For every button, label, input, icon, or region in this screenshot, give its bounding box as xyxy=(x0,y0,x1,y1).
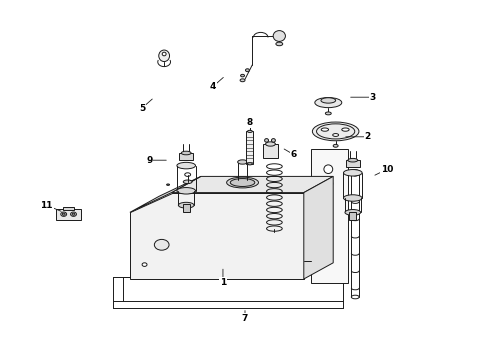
Polygon shape xyxy=(304,176,333,279)
Text: 7: 7 xyxy=(242,314,248,323)
Ellipse shape xyxy=(271,139,275,142)
Ellipse shape xyxy=(343,195,362,201)
Ellipse shape xyxy=(265,139,269,142)
Text: 8: 8 xyxy=(247,118,253,127)
Ellipse shape xyxy=(159,50,170,62)
Ellipse shape xyxy=(342,128,349,131)
Polygon shape xyxy=(130,176,201,212)
Ellipse shape xyxy=(345,210,361,215)
Bar xyxy=(179,153,193,160)
Ellipse shape xyxy=(247,130,252,132)
Bar xyxy=(349,212,356,220)
Ellipse shape xyxy=(177,162,196,169)
Ellipse shape xyxy=(348,158,358,162)
Bar xyxy=(183,204,190,212)
Text: 2: 2 xyxy=(365,132,370,141)
Ellipse shape xyxy=(62,213,65,215)
Ellipse shape xyxy=(181,151,191,155)
Ellipse shape xyxy=(167,184,170,185)
Text: 1: 1 xyxy=(220,278,226,287)
Bar xyxy=(346,160,360,167)
Ellipse shape xyxy=(154,239,169,250)
Ellipse shape xyxy=(183,180,192,184)
Ellipse shape xyxy=(343,170,362,176)
Ellipse shape xyxy=(248,124,252,126)
Ellipse shape xyxy=(321,98,336,103)
Ellipse shape xyxy=(313,122,359,141)
Ellipse shape xyxy=(178,202,194,208)
Ellipse shape xyxy=(321,128,329,131)
Ellipse shape xyxy=(247,163,252,165)
Text: 5: 5 xyxy=(139,104,145,112)
Text: 11: 11 xyxy=(40,201,53,210)
Bar xyxy=(246,131,253,164)
Text: 9: 9 xyxy=(146,156,153,165)
Bar xyxy=(263,144,278,158)
Text: 6: 6 xyxy=(291,150,297,159)
Ellipse shape xyxy=(240,79,245,82)
Ellipse shape xyxy=(325,112,331,115)
Ellipse shape xyxy=(266,142,275,146)
Ellipse shape xyxy=(72,213,75,215)
Ellipse shape xyxy=(324,165,333,174)
Ellipse shape xyxy=(245,69,249,72)
Ellipse shape xyxy=(238,160,247,164)
Text: 3: 3 xyxy=(369,93,375,102)
Ellipse shape xyxy=(333,134,339,136)
Polygon shape xyxy=(172,176,333,193)
Ellipse shape xyxy=(273,31,285,41)
Ellipse shape xyxy=(177,188,196,194)
Ellipse shape xyxy=(351,170,359,176)
Ellipse shape xyxy=(324,179,333,188)
Polygon shape xyxy=(130,193,304,279)
Ellipse shape xyxy=(71,212,76,216)
Text: 4: 4 xyxy=(210,82,217,91)
Ellipse shape xyxy=(226,177,259,188)
Ellipse shape xyxy=(315,98,342,108)
Bar xyxy=(311,149,348,283)
Ellipse shape xyxy=(142,263,147,266)
Ellipse shape xyxy=(333,144,338,147)
Ellipse shape xyxy=(241,75,245,77)
Ellipse shape xyxy=(162,52,166,56)
Bar xyxy=(56,209,81,220)
Bar xyxy=(63,207,74,210)
Ellipse shape xyxy=(351,295,359,299)
Text: 10: 10 xyxy=(381,165,393,174)
Ellipse shape xyxy=(61,212,67,216)
Ellipse shape xyxy=(230,179,255,186)
Ellipse shape xyxy=(276,42,283,46)
